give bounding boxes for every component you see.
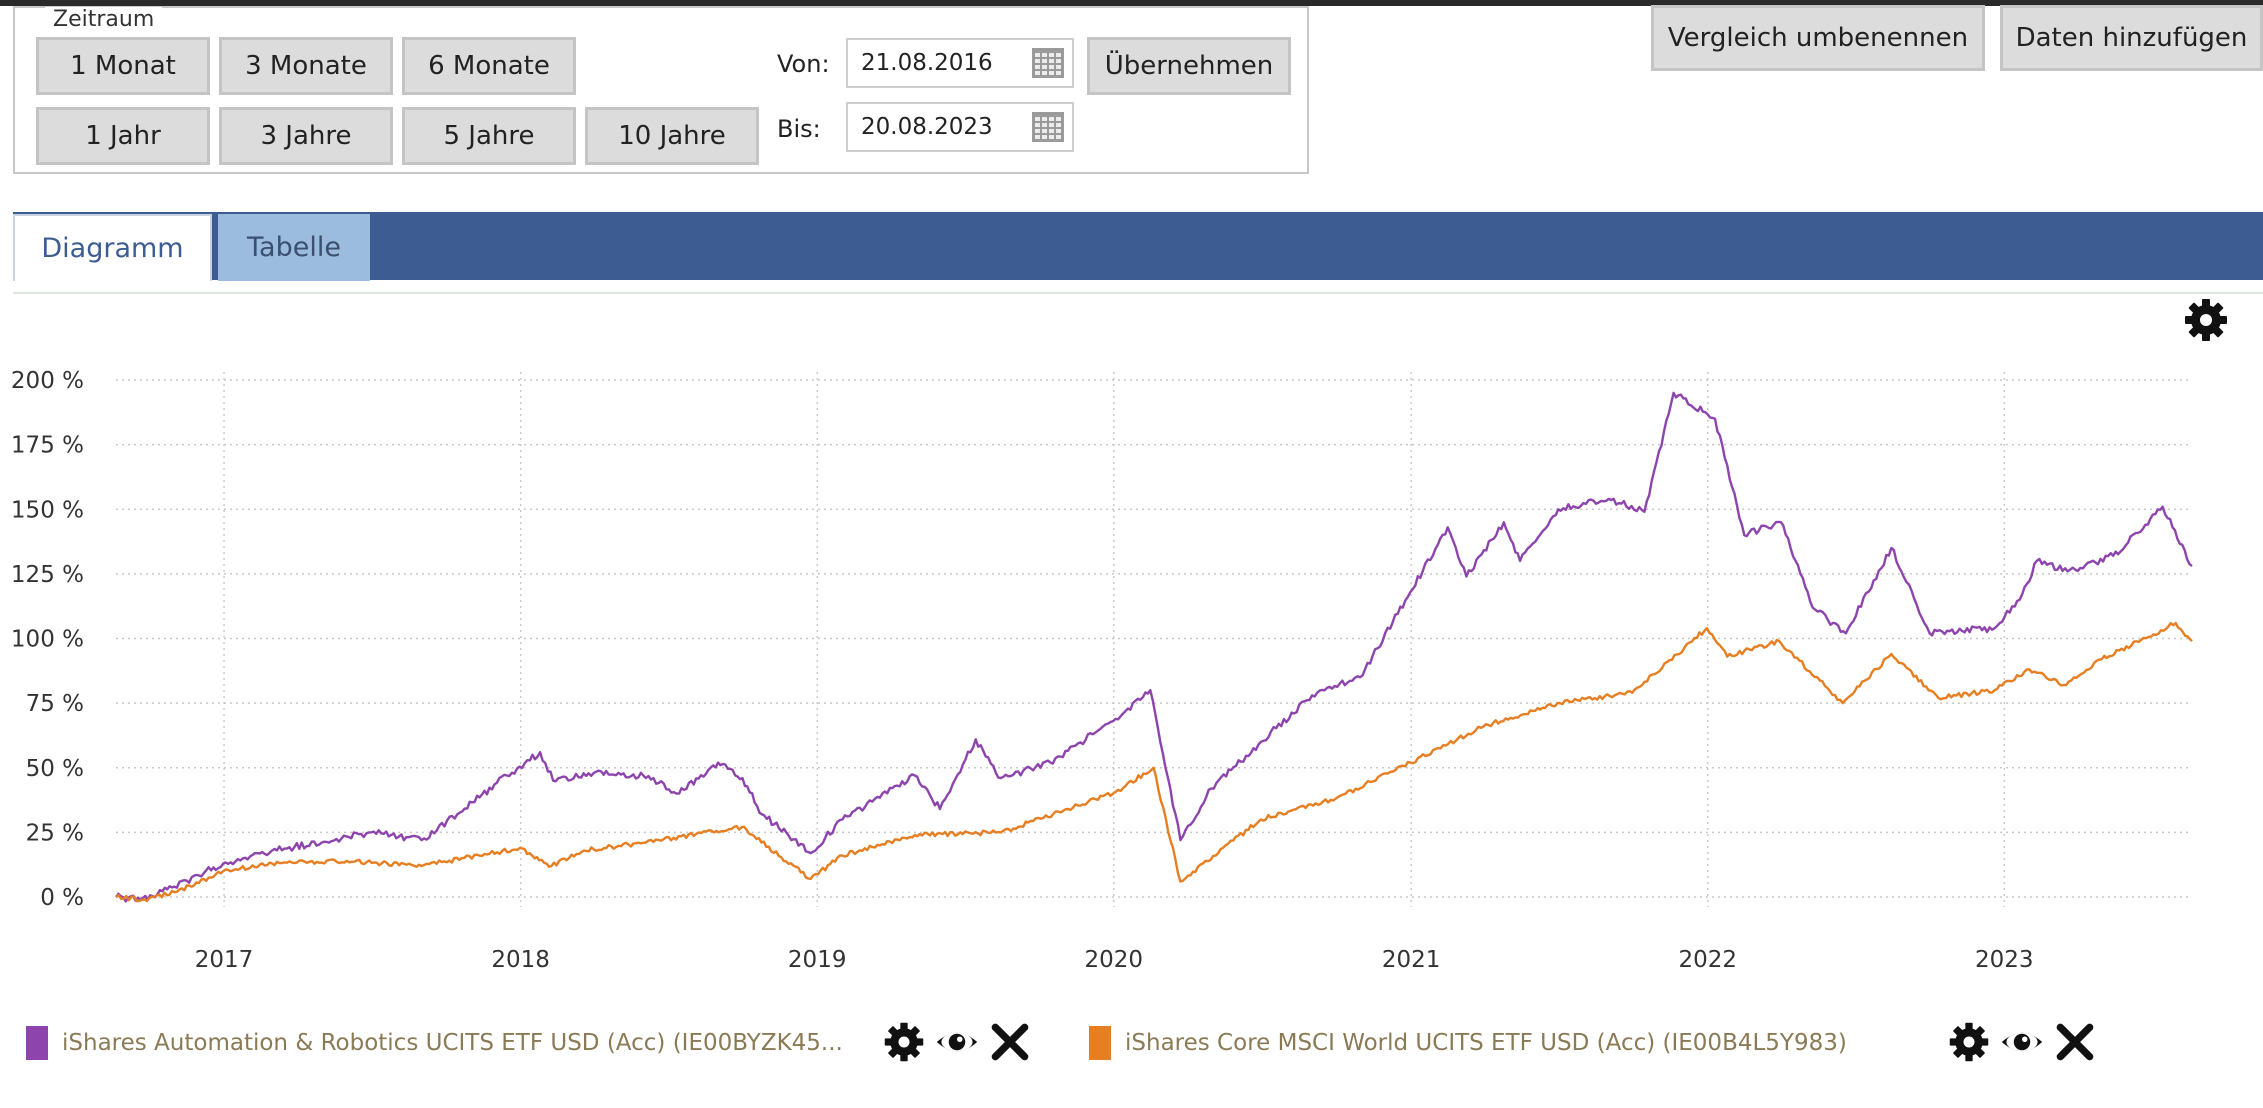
y-axis-ticks: 0 % 25 % 50 % 75 % 100 % 125 % 150 % 175 % 200 %	[11, 368, 84, 911]
legend-item-series-2: iShares Core MSCI World UCITS ETF USD (A…	[1089, 1024, 1847, 1062]
close-icon[interactable]	[2053, 1020, 2097, 1064]
y-tick-label: 0 %	[40, 885, 84, 911]
x-tick-label: 2021	[1382, 947, 1441, 973]
y-tick-label: 75 %	[26, 691, 84, 717]
legend-label-series-1: iShares Automation & Robotics UCITS ETF …	[62, 1030, 843, 1056]
close-icon[interactable]	[988, 1020, 1032, 1064]
bis-label: Bis:	[777, 115, 821, 143]
y-tick-label: 175 %	[11, 433, 84, 459]
range-6-months-button[interactable]: 6 Monate	[402, 37, 576, 95]
series-line-1	[115, 391, 2193, 903]
eye-icon[interactable]	[935, 1020, 979, 1064]
y-tick-label: 50 %	[26, 756, 84, 782]
gear-icon[interactable]	[882, 1020, 926, 1064]
tab-bar	[13, 212, 2263, 280]
von-label: Von:	[777, 50, 830, 78]
legend-label-series-2: iShares Core MSCI World UCITS ETF USD (A…	[1125, 1030, 1847, 1056]
tab-diagramm[interactable]: Diagramm	[13, 214, 212, 281]
range-3-months-button[interactable]: 3 Monate	[219, 37, 393, 95]
bis-date-value: 20.08.2023	[861, 114, 993, 140]
eye-icon[interactable]	[2000, 1020, 2044, 1064]
y-tick-label: 100 %	[11, 627, 84, 653]
x-tick-label: 2019	[788, 947, 847, 973]
range-10-years-button[interactable]: 10 Jahre	[585, 107, 759, 165]
x-tick-label: 2018	[491, 947, 550, 973]
chart-grid	[116, 372, 2192, 907]
bis-date-field[interactable]: 20.08.2023	[846, 102, 1074, 152]
x-tick-label: 2017	[195, 947, 254, 973]
legend-swatch-purple	[26, 1026, 48, 1060]
x-axis-ticks: 2017 2018 2019 2020 2021 2022 2023	[195, 947, 2034, 973]
x-tick-label: 2020	[1085, 947, 1144, 973]
range-3-years-button[interactable]: 3 Jahre	[219, 107, 393, 165]
y-tick-label: 25 %	[26, 820, 84, 846]
range-1-year-button[interactable]: 1 Jahr	[36, 107, 210, 165]
rename-comparison-button[interactable]: Vergleich umbenennen	[1651, 5, 1985, 71]
zeitraum-panel: Zeitraum	[13, 6, 1309, 174]
zeitraum-legend: Zeitraum	[45, 7, 163, 33]
legend-swatch-orange	[1089, 1026, 1111, 1060]
window-top-edge	[0, 0, 2263, 6]
von-date-value: 21.08.2016	[861, 50, 993, 76]
range-1-month-button[interactable]: 1 Monat	[36, 37, 210, 95]
legend-item-series-1: iShares Automation & Robotics UCITS ETF …	[26, 1024, 843, 1062]
tab-tabelle[interactable]: Tabelle	[218, 214, 370, 281]
add-data-button[interactable]: Daten hinzufügen	[2000, 5, 2263, 71]
tab-separator	[13, 292, 2263, 294]
calendar-icon[interactable]	[1032, 48, 1064, 78]
y-tick-label: 150 %	[11, 497, 84, 523]
von-date-field[interactable]: 21.08.2016	[846, 38, 1074, 88]
apply-button[interactable]: Übernehmen	[1087, 37, 1291, 95]
series-line-2	[115, 621, 2193, 903]
x-tick-label: 2023	[1975, 947, 2034, 973]
y-tick-label: 200 %	[11, 368, 84, 394]
performance-chart: 0 % 25 % 50 % 75 % 100 % 125 % 150 % 175 % 200 %…	[11, 368, 2193, 973]
gear-icon[interactable]	[2182, 296, 2230, 344]
y-tick-label: 125 %	[11, 562, 84, 588]
calendar-icon[interactable]	[1032, 112, 1064, 142]
range-5-years-button[interactable]: 5 Jahre	[402, 107, 576, 165]
gear-icon[interactable]	[1947, 1020, 1991, 1064]
chart-series	[115, 391, 2193, 903]
x-tick-label: 2022	[1678, 947, 1737, 973]
